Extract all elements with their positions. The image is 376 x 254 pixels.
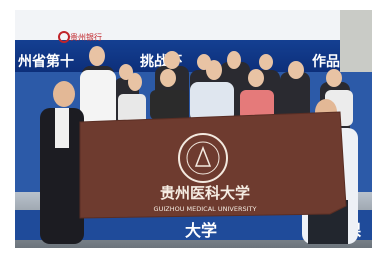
flag-subtitle: GUIZHOU MEDICAL UNIVERSITY [154, 205, 257, 213]
page: {"backdrop":{"logo":"贵州银行","headline":["… [0, 0, 376, 250]
sponsor-logo: 贵州银行 [70, 32, 102, 42]
flag-title: 贵州医科大学 [160, 184, 250, 202]
headline: 作品 [312, 53, 340, 70]
headline: 州省第十 [17, 53, 74, 70]
flag [80, 112, 346, 218]
footer-text: 大学 [185, 221, 217, 240]
photo: 贵州银行 州省第十 挑战杯 作品 大学 课 [0, 0, 376, 250]
